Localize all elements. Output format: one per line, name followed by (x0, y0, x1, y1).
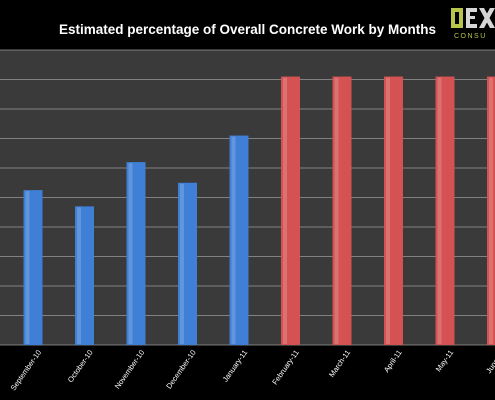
bar (23, 190, 43, 345)
bar-highlight (180, 183, 184, 344)
x-tick-labels: September-10 October-10 November-10 Decembe… (9, 348, 495, 392)
bar (487, 76, 495, 346)
bar-highlight (386, 77, 390, 345)
bar-highlight (334, 77, 339, 345)
logo-mark (451, 8, 495, 28)
x-tick-label: January-11 (221, 348, 250, 383)
bars (23, 76, 495, 346)
bar-highlight (231, 136, 236, 344)
bar (281, 76, 300, 346)
bar (435, 76, 455, 346)
chart-title: Estimated percentage of Overall Concrete… (58, 22, 437, 37)
bar-highlight (128, 163, 133, 344)
x-tick-label: June-11 (484, 348, 495, 375)
bar-highlight (77, 207, 81, 344)
bar (75, 206, 94, 345)
company-logo: CONSU (451, 8, 495, 40)
x-tick-label: October-10 (66, 348, 95, 384)
bar (126, 162, 146, 345)
bar (332, 76, 352, 346)
bar (178, 182, 197, 345)
x-tick-label: May-11 (434, 348, 455, 373)
bar (229, 135, 249, 345)
bar-highlight (283, 77, 287, 345)
bar-highlight (489, 77, 493, 345)
x-tick-label: November-10 (113, 348, 146, 390)
x-tick-label: September-10 (9, 348, 44, 392)
bar-highlight (437, 77, 442, 345)
bar-highlight (25, 191, 30, 344)
x-tick-label: April-11 (382, 348, 404, 374)
x-tick-label: February-11 (270, 348, 300, 386)
svg-text:CONSU: CONSU (454, 33, 487, 40)
bar (384, 76, 403, 346)
x-tick-label: December-10 (164, 348, 197, 390)
x-tick-label: March-11 (327, 348, 352, 379)
